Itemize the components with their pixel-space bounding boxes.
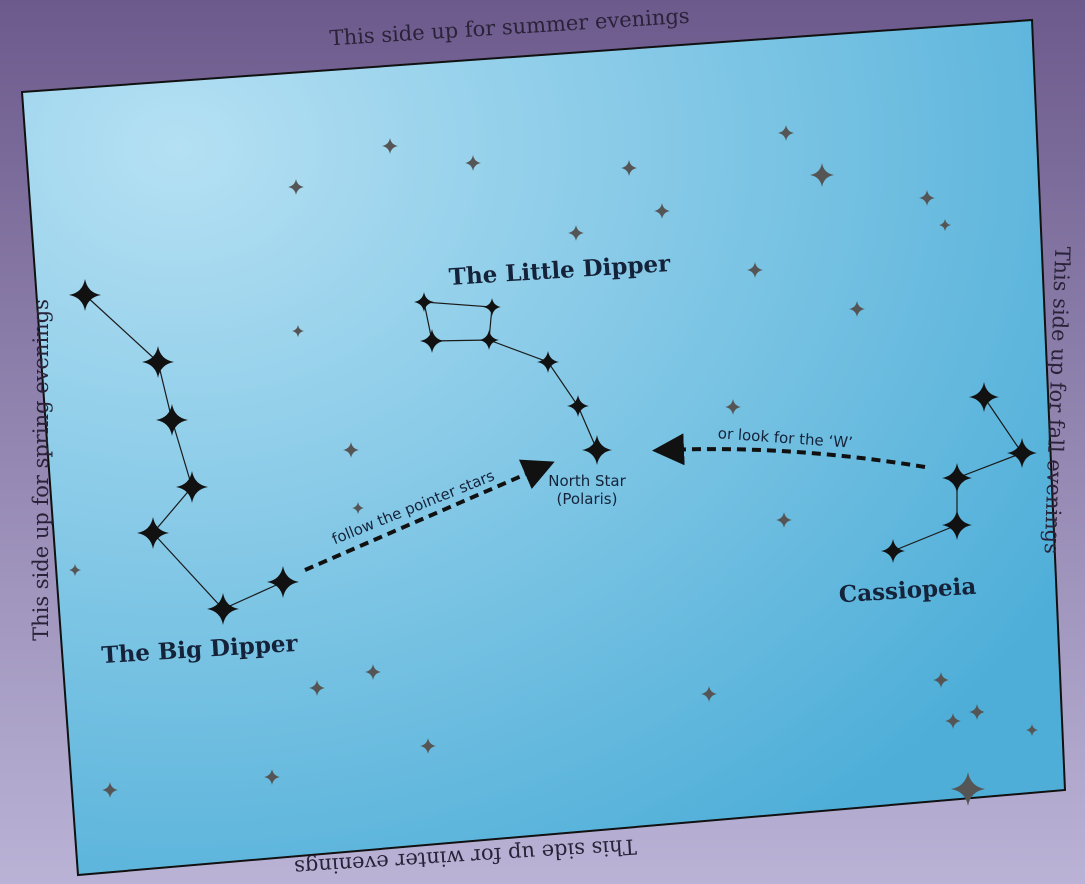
sky-map: [20, 18, 1067, 877]
star-label: North Star: [548, 472, 626, 490]
arrows: [304, 433, 926, 572]
edge-label: This side up for spring evenings: [29, 299, 53, 641]
star-label: (Polaris): [557, 490, 618, 508]
